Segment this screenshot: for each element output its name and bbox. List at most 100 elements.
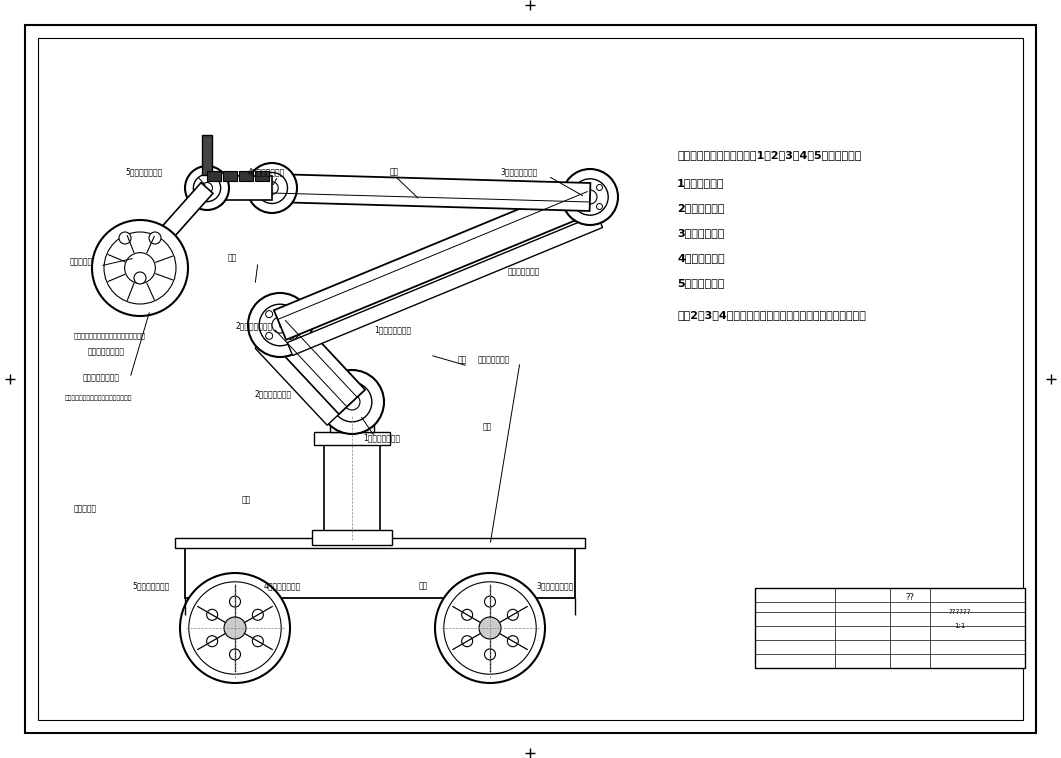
Circle shape (596, 203, 603, 209)
Circle shape (443, 582, 536, 674)
Circle shape (185, 166, 229, 210)
Text: 3、小臂俯仰机构: 3、小臂俯仰机构 (500, 168, 537, 177)
Text: 4、手腕摇动机构: 4、手腕摇动机构 (263, 581, 300, 590)
Text: 3、小臂俯仰；: 3、小臂俯仰； (677, 228, 725, 238)
Text: 副管: 副管 (242, 496, 251, 505)
Polygon shape (207, 176, 272, 200)
Text: 2、大臂俯仰；: 2、大臂俯仰； (677, 203, 725, 213)
Circle shape (485, 596, 495, 607)
Circle shape (462, 609, 472, 620)
Text: 可以把番茄包在其内，且夹断番茄蒂柄下: 可以把番茄包在其内，且夹断番茄蒂柄下 (73, 333, 145, 339)
Circle shape (229, 649, 241, 660)
Circle shape (134, 272, 146, 284)
Text: 副管: 副管 (228, 253, 238, 262)
Text: 1、腰部回转机构: 1、腰部回转机构 (363, 434, 400, 443)
Bar (38, 38, 1023, 720)
Circle shape (562, 169, 618, 225)
Text: 履轮式行走机构: 履轮式行走机构 (479, 356, 510, 365)
Text: 小臂: 小臂 (419, 581, 429, 590)
Polygon shape (255, 337, 338, 425)
Circle shape (149, 232, 161, 244)
Bar (239, 171, 253, 180)
Text: 采用空心球式手腕: 采用空心球式手腕 (88, 347, 125, 356)
Bar (175, 538, 585, 548)
Text: ??: ?? (905, 594, 915, 603)
Text: 3、小臂俧仰机构: 3、小臂俧仰机构 (537, 581, 574, 590)
Text: 采用空心球式手腕: 采用空心球式手腕 (83, 374, 120, 383)
Text: 5、手腕回转机构: 5、手腕回转机构 (133, 581, 170, 590)
Circle shape (180, 573, 290, 683)
Circle shape (207, 609, 218, 620)
Bar (202, 135, 212, 175)
Circle shape (247, 163, 297, 213)
Text: ??????: ?????? (949, 609, 971, 615)
Circle shape (193, 174, 221, 202)
Circle shape (124, 252, 155, 283)
Bar (330, 402, 373, 432)
Bar (755, 588, 1025, 668)
Circle shape (462, 636, 472, 647)
Circle shape (577, 203, 584, 209)
Text: 其中2、3、4处关节采用电机驱动，通过谐波轮减速器减速。: 其中2、3、4处关节采用电机驱动，通过谐波轮减速器减速。 (677, 310, 866, 320)
Circle shape (332, 382, 371, 422)
Circle shape (189, 582, 281, 674)
Text: 履轮式行走机构: 履轮式行走机构 (507, 267, 540, 276)
Circle shape (435, 573, 545, 683)
Text: 1:1: 1:1 (954, 623, 966, 629)
Circle shape (572, 179, 608, 215)
Circle shape (224, 617, 246, 639)
Text: 4、手腕摆动；: 4、手腕摆动； (677, 253, 725, 263)
Text: 大臂: 大臂 (483, 422, 492, 431)
Bar (255, 171, 269, 180)
Text: 5、手腕回转。: 5、手腕回转。 (677, 278, 725, 288)
Circle shape (320, 370, 384, 434)
Circle shape (265, 332, 273, 340)
Circle shape (104, 232, 176, 304)
Polygon shape (272, 174, 590, 211)
Text: 4、手腕摆动机构: 4、手腕摆动机构 (248, 168, 285, 177)
Bar (185, 545, 575, 598)
Polygon shape (152, 183, 213, 249)
Circle shape (253, 609, 263, 620)
Text: 2、大臂俧仰机构: 2、大臂俧仰机构 (255, 390, 292, 399)
Circle shape (485, 649, 495, 660)
Circle shape (257, 173, 288, 203)
Circle shape (288, 332, 294, 340)
Circle shape (119, 232, 131, 244)
Text: 大臂: 大臂 (458, 356, 467, 365)
Circle shape (202, 183, 212, 193)
Circle shape (253, 636, 263, 647)
Text: 1、腰部回转；: 1、腰部回转； (677, 178, 725, 188)
Circle shape (582, 190, 597, 204)
Circle shape (265, 311, 273, 318)
Text: 5、手腕回转机构: 5、手腕回转机构 (125, 168, 162, 177)
Circle shape (207, 636, 218, 647)
Polygon shape (288, 215, 603, 356)
Circle shape (596, 184, 603, 190)
Circle shape (272, 317, 288, 333)
Circle shape (259, 304, 301, 346)
Circle shape (344, 394, 360, 410)
Circle shape (577, 184, 584, 190)
Text: 小臂: 小臂 (390, 168, 399, 177)
Text: 可以把番茄包在其内，且夹断番茄蒂柄下: 可以把番茄包在其内，且夹断番茄蒂柄下 (65, 395, 133, 401)
Circle shape (92, 220, 188, 316)
Text: 2、大臂俯仰机构: 2、大臂俯仰机构 (234, 321, 272, 330)
Polygon shape (267, 313, 365, 415)
Text: 1、腰部回转机构: 1、腰部回转机构 (375, 325, 412, 334)
Circle shape (265, 182, 278, 194)
Bar (207, 171, 221, 180)
Text: 夹持电磁铁: 夹持电磁铁 (70, 258, 93, 267)
Circle shape (288, 311, 294, 318)
Bar (312, 530, 392, 545)
Bar (223, 171, 237, 180)
Bar (314, 432, 390, 445)
Circle shape (479, 617, 501, 639)
Circle shape (229, 596, 241, 607)
Polygon shape (274, 182, 596, 340)
Circle shape (248, 293, 312, 357)
Circle shape (507, 636, 519, 647)
Bar (324, 440, 380, 540)
Circle shape (507, 609, 519, 620)
Text: 五个自由度分别通过右图示1、2、3、4、5各机构实现：: 五个自由度分别通过右图示1、2、3、4、5各机构实现： (677, 150, 862, 160)
